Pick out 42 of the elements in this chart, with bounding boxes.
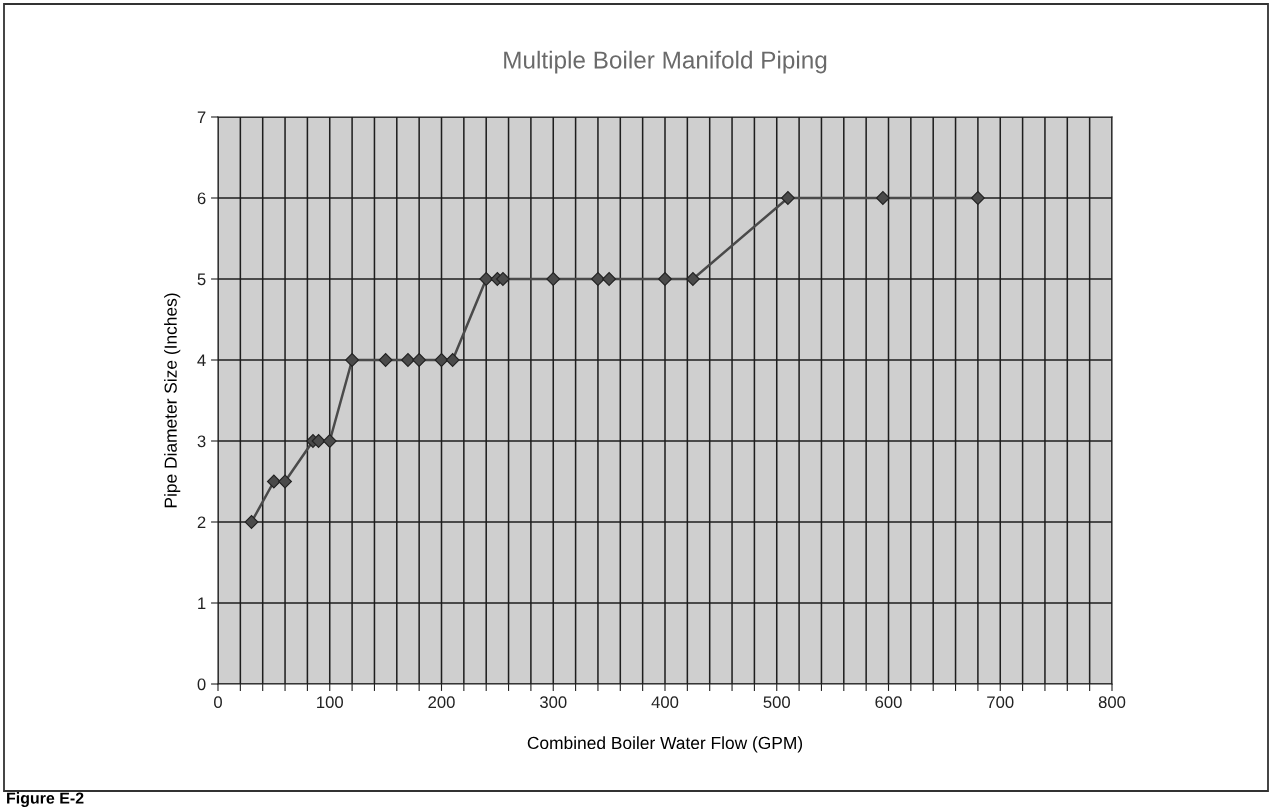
point: [278, 474, 292, 489]
x-tick-label: 600: [875, 696, 902, 709]
y-tick-label: 7: [197, 111, 206, 124]
chart-title: Multiple Boiler Manifold Piping: [504, 50, 827, 74]
point: [401, 353, 415, 367]
point: [685, 272, 700, 286]
point: [322, 434, 337, 448]
y-tick-label: 6: [197, 192, 206, 205]
point: [412, 353, 427, 367]
point: [479, 272, 494, 286]
x-tick-label: 100: [317, 696, 343, 709]
y-tick-label: 3: [197, 435, 206, 448]
point: [496, 272, 510, 286]
point: [434, 353, 449, 367]
y-tick-label: 4: [197, 354, 206, 367]
y-axis-title: Pipe Diameter Size (Inches): [164, 293, 181, 508]
point: [266, 474, 281, 489]
point: [602, 272, 617, 286]
y-tick-label: 0: [197, 678, 206, 691]
x-tick-label: 0: [214, 696, 222, 709]
text: Figure E-2: [7, 792, 84, 807]
x-tick-label: 700: [987, 696, 1014, 709]
point: [445, 353, 460, 367]
x-tick-label: 200: [428, 696, 455, 709]
x-axis-title: Combined Boiler Water Flow (GPM): [527, 736, 803, 753]
x-tick-label: 500: [763, 696, 790, 709]
y-tick-label: 1: [198, 597, 206, 610]
y-tick-label: 5: [197, 273, 206, 286]
point: [875, 191, 890, 205]
point: [311, 434, 326, 448]
point: [378, 353, 393, 367]
point: [780, 191, 795, 205]
x-tick-label: 400: [651, 696, 679, 709]
point: [345, 353, 360, 367]
y-tick-label: 2: [197, 516, 206, 529]
point: [591, 272, 605, 286]
point: [970, 191, 985, 205]
x-tick-label: 300: [539, 696, 567, 709]
point: [546, 272, 561, 286]
point: [244, 515, 259, 529]
x-tick-label: 800: [1098, 696, 1126, 709]
point: [658, 272, 672, 286]
